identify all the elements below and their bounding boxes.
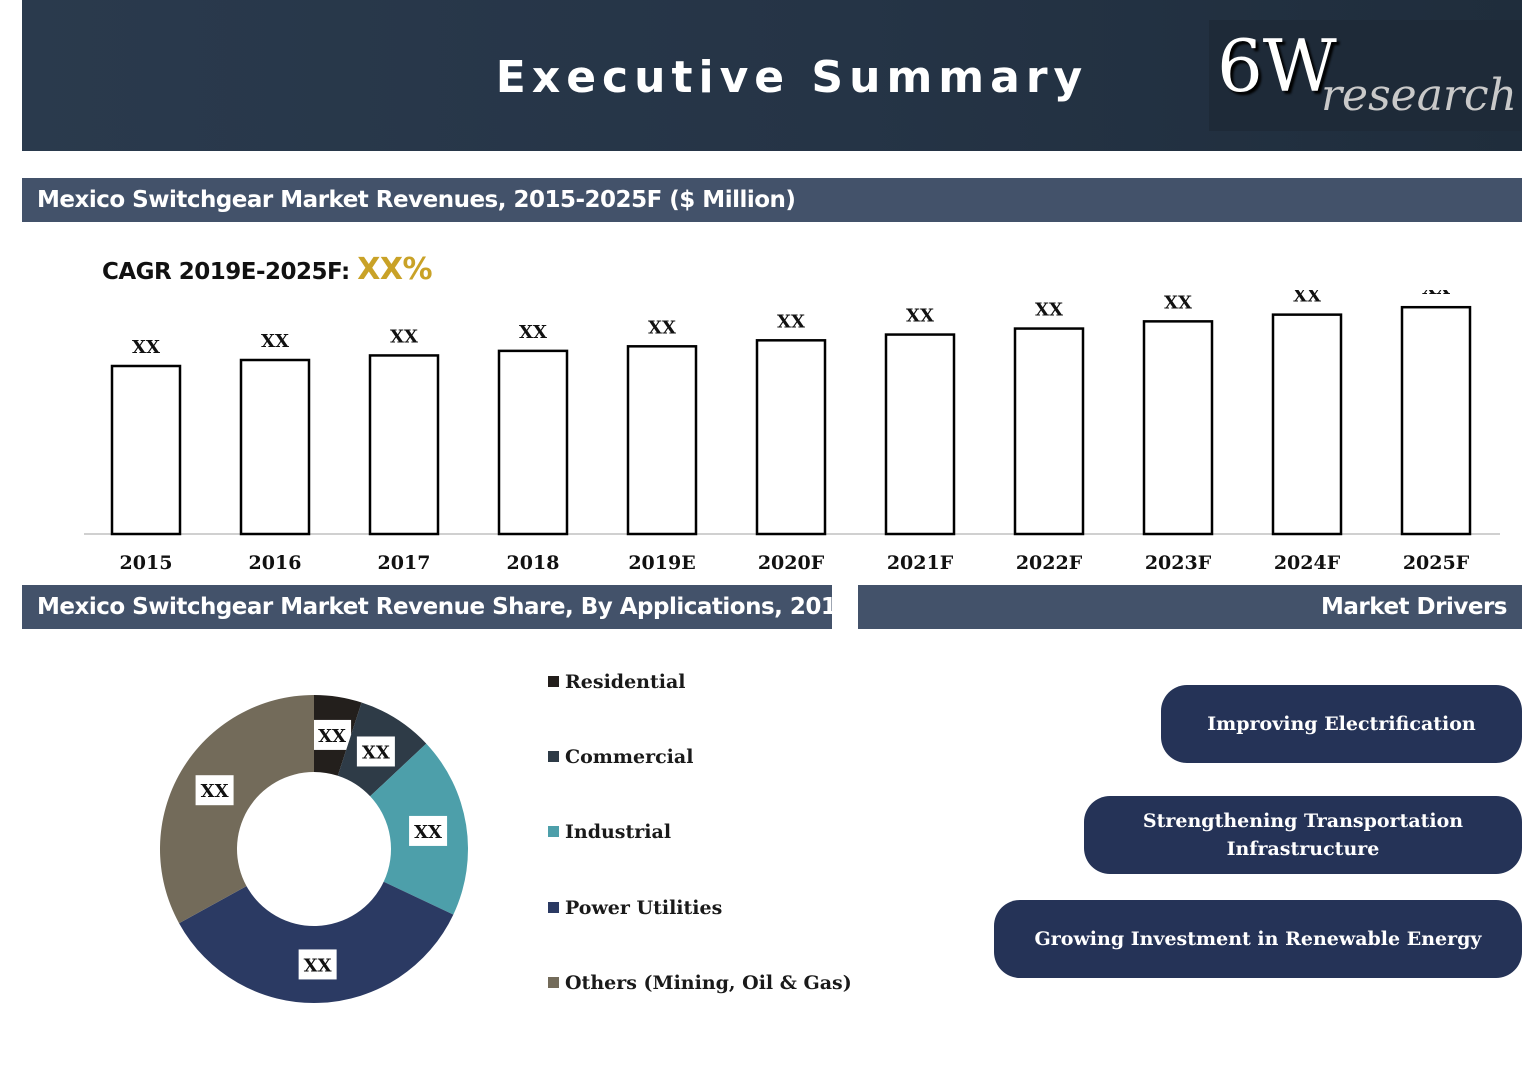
bar-2016 [239,358,311,536]
drivers-section-title: Market Drivers [858,585,1522,629]
page-title: Executive Summary [495,52,1089,103]
bar-2023F [1142,320,1214,536]
data-label-text: XX [318,726,346,747]
share-section-title: Mexico Switchgear Market Revenue Share, … [22,585,852,629]
bar-data-label: XX [132,337,160,358]
cagr-label-text: CAGR 2019E-2025F: [102,259,358,285]
logo-sub-text: research [1321,70,1517,121]
slice-data-label: XX [195,775,234,806]
bar-2024F [1271,313,1343,536]
slice-others-mining-oil-gas- [160,695,314,924]
data-label-box [356,736,395,767]
legend-item: Power Utilities [548,897,722,919]
bar-2021F [884,333,956,536]
legend-label: Power Utilities [565,897,723,919]
bar-2025F [1400,305,1472,536]
data-label-box [298,949,337,980]
revenue-share-donut-chart: XX XX XX XX XX [160,695,468,1003]
driver-electrification-text: Improving Electrification [1207,713,1476,735]
slice-data-label: XX [356,736,395,767]
legend-label: Commercial [565,746,694,768]
data-label-text: XX [304,955,332,976]
cagr-label: CAGR 2019E-2025F: XX% [102,252,433,287]
legend-item: Residential [548,671,686,693]
revenue-bar-chart: XX 2015 XX 2016 XX 2017 XX 2018 XX 2019E XX 2020F XX… [84,290,1500,574]
data-label-box [409,815,448,846]
x-tick-label: 2018 [507,552,560,574]
driver-transportation-line2: Infrastructure [1226,838,1380,860]
legend-item: Others (Mining, Oil & Gas) [548,972,852,994]
data-label-text: XX [362,742,390,763]
revenues-section-title: Mexico Switchgear Market Revenues, 2015-… [22,178,1522,222]
x-tick-label: 2017 [378,552,431,574]
x-tick-label: 2015 [120,552,173,574]
driver-transportation: Strengthening Transportation Infrastruct… [1084,796,1522,874]
x-tick-label: 2024F [1274,552,1341,574]
legend-label: Industrial [565,821,672,843]
legend-label: Others (Mining, Oil & Gas) [565,972,852,994]
bar-data-label: XX [390,326,418,347]
bar-2022F [1013,327,1085,536]
slice-data-label: XX [298,949,337,980]
driver-renewable-energy: Growing Investment in Renewable Energy [994,900,1522,978]
x-tick-label: 2025F [1403,552,1470,574]
bar-data-label: XX [1293,290,1321,307]
legend-swatch [548,977,559,988]
bar-2020F [755,339,827,536]
x-tick-label: 2021F [887,552,954,574]
cagr-value: XX% [357,252,433,287]
bar-data-label: XX [1035,300,1063,321]
x-tick-label: 2023F [1145,552,1212,574]
bar-data-label: XX [519,322,547,343]
bar-data-label: XX [648,317,676,338]
x-tick-label: 2020F [758,552,825,574]
logo-main-text: 6W [1217,24,1337,108]
legend-item: Commercial [548,746,693,768]
legend-item: Industrial [548,821,671,843]
data-label-box [195,775,234,806]
legend-swatch [548,826,559,837]
driver-transportation-line1: Strengthening Transportation [1142,810,1464,832]
data-label-box [313,719,352,750]
data-label-text: XX [414,822,442,843]
legend-swatch [548,902,559,913]
legend-swatch [548,751,559,762]
bar-data-label: XX [1422,290,1450,299]
bar-data-label: XX [1164,292,1192,313]
company-logo: 6W research [1209,20,1521,131]
data-label-text: XX [201,781,229,802]
header-banner: Executive Summary 6W research [22,0,1522,151]
x-tick-label: 2019E [628,552,695,574]
bar-data-label: XX [777,311,805,332]
driver-electrification: Improving Electrification [1161,685,1522,763]
slice-power-utilities [179,881,454,1003]
legend-label: Residential [565,671,686,693]
bar-2019E [626,345,698,536]
bar-data-label: XX [906,306,934,327]
slice-data-label: XX [409,815,448,846]
x-tick-label: 2016 [249,552,302,574]
slice-data-label: XX [313,719,352,750]
x-tick-label: 2022F [1016,552,1083,574]
bar-2018 [497,349,569,536]
bar-data-label: XX [261,331,289,352]
driver-renewable-energy-text: Growing Investment in Renewable Energy [1034,928,1482,950]
legend-swatch [548,676,559,687]
bar-2017 [368,354,440,536]
bar-2015 [110,364,182,536]
